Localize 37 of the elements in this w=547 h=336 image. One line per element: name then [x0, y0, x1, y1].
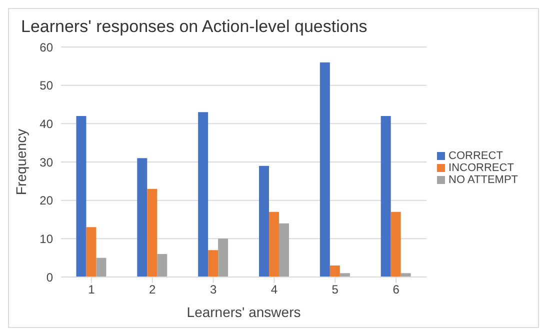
bar: [218, 238, 228, 277]
x-tick-label: 6: [392, 282, 400, 297]
bar: [137, 158, 148, 277]
y-axis-title: Frequency: [12, 128, 29, 196]
x-tick-label: 5: [332, 282, 339, 297]
x-tick-label: 3: [210, 282, 217, 297]
bar: [320, 62, 330, 277]
legend-label: NO ATTEMPT: [448, 174, 518, 186]
y-tick-label: 30: [40, 155, 54, 170]
bar: [268, 212, 279, 277]
bar: [157, 254, 168, 277]
y-tick-label: 10: [40, 232, 54, 246]
x-axis-title: Learners' answers: [186, 304, 301, 320]
y-tick-label: 0: [46, 270, 54, 284]
bar: [96, 258, 106, 277]
bar: [198, 112, 208, 277]
bar: [340, 273, 350, 277]
x-tick-label: 2: [149, 282, 156, 297]
y-tick-label: 40: [40, 116, 54, 131]
bar: [330, 266, 340, 277]
x-tick-label: 4: [270, 282, 278, 297]
bar: [86, 227, 96, 277]
legend-label: INCORRECT: [448, 162, 514, 174]
y-tick-label: 50: [40, 78, 54, 93]
chart-title: Learners' responses on Action-level questions: [21, 17, 368, 37]
x-tick-label: 1: [88, 282, 96, 297]
bar: [208, 250, 218, 277]
bar: [380, 116, 391, 277]
y-tick-label: 60: [40, 40, 54, 54]
bar: [147, 188, 158, 277]
bar: [400, 273, 411, 277]
bar: [258, 166, 269, 277]
legend-label: CORRECT: [448, 150, 503, 162]
bar: [76, 116, 86, 277]
y-tick-label: 20: [40, 194, 54, 208]
bar: [278, 223, 289, 277]
bar: [390, 212, 401, 277]
